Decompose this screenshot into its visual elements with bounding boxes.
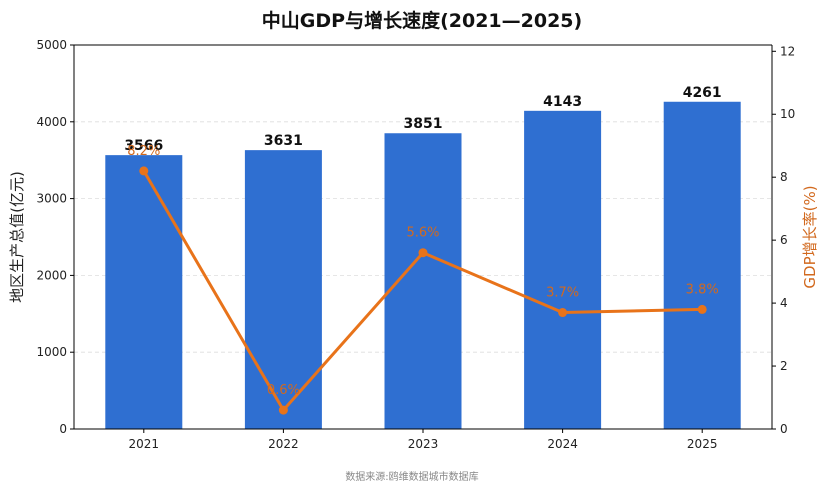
y-tick-label: 0 xyxy=(59,422,67,436)
bar-value-label: 4143 xyxy=(543,94,582,110)
growth-value-label: 0.6% xyxy=(267,383,300,398)
x-tick-label: 2022 xyxy=(268,437,299,451)
bar xyxy=(105,155,183,429)
x-tick-label: 2024 xyxy=(547,437,578,451)
bar-value-label: 3631 xyxy=(264,133,303,149)
growth-point xyxy=(418,248,428,258)
y-axis-label: 地区生产总值(亿元) xyxy=(8,171,26,303)
y2-tick-label: 12 xyxy=(780,44,795,58)
x-tick-label: 2025 xyxy=(687,437,718,451)
growth-point xyxy=(697,304,707,314)
chart-title: 中山GDP与增长速度(2021—2025) xyxy=(262,9,582,32)
line-series xyxy=(139,166,707,415)
x-tick-label: 2021 xyxy=(129,437,160,451)
y2-tick-label: 0 xyxy=(780,422,788,436)
growth-point xyxy=(278,405,288,415)
bar-value-label: 3851 xyxy=(404,116,443,132)
growth-value-label: 5.6% xyxy=(406,226,439,241)
growth-value-label: 3.7% xyxy=(546,286,579,301)
growth-point xyxy=(139,166,149,176)
y2-tick-label: 2 xyxy=(780,359,788,373)
x-tick-label: 2023 xyxy=(408,437,439,451)
tick-labels: 0 1000 2000 3000 4000 5000 0 2 4 6 8 10 12 2021 2022 20… xyxy=(36,38,795,451)
y2-tick-label: 6 xyxy=(780,233,788,247)
growth-value-label: 8.2% xyxy=(127,144,160,159)
bar-value-label: 3566 xyxy=(124,138,163,154)
y-tick-label: 4000 xyxy=(36,115,67,129)
y-tick-label: 5000 xyxy=(36,38,67,52)
y2-tick-label: 10 xyxy=(780,107,795,121)
source-note: 数据来源:鸥维数据城市数据库 xyxy=(345,470,478,483)
y-tick-label: 3000 xyxy=(36,192,67,206)
data-labels: 3566 3631 3851 4143 4261 8.2% 0.6% 5.6% 3.7% 3.8% xyxy=(124,85,721,398)
growth-point xyxy=(558,308,568,318)
bar xyxy=(524,110,602,429)
bar-series xyxy=(105,101,741,430)
bar-value-label: 4261 xyxy=(683,85,722,101)
y2-tick-label: 8 xyxy=(780,170,788,184)
y-tick-label: 2000 xyxy=(36,268,67,282)
y-tick-label: 1000 xyxy=(36,345,67,359)
bar xyxy=(663,101,741,430)
y2-axis-label: GDP增长率(%) xyxy=(801,185,819,288)
axes xyxy=(70,44,776,433)
growth-value-label: 3.8% xyxy=(686,282,719,297)
y2-tick-label: 4 xyxy=(780,296,788,310)
